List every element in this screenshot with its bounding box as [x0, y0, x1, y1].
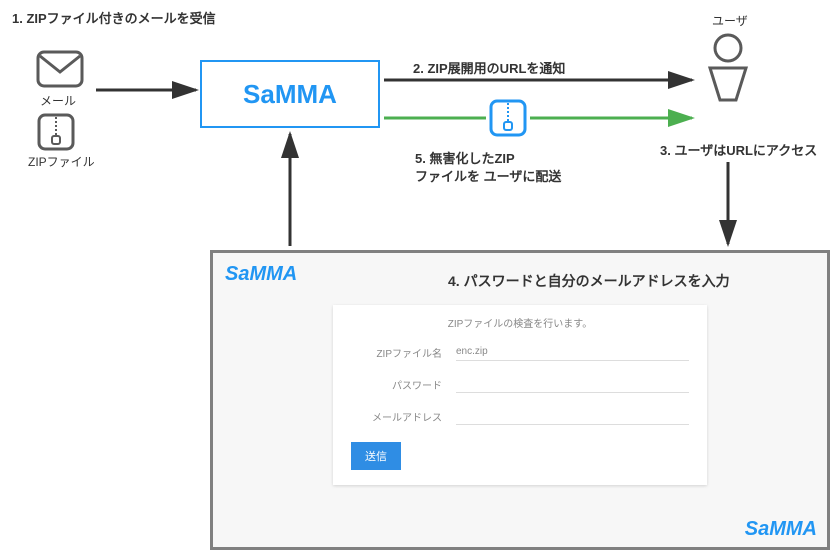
step-4-label: 4. パスワードと自分のメールアドレスを入力: [448, 271, 730, 291]
step-5-label-line1: 5. 無害化したZIP: [415, 148, 515, 167]
password-input[interactable]: [456, 375, 689, 393]
panel-brand-top-left: SaMMA: [225, 263, 297, 286]
submit-button[interactable]: 送信: [351, 442, 401, 470]
mail-icon: [36, 50, 84, 93]
form-label-filename: ZIPファイル名: [351, 345, 456, 360]
zip-file-icon-left: [36, 112, 76, 157]
zip-file-icon-mid: [488, 98, 528, 143]
panel-brand-bottom-right: SaMMA: [745, 518, 817, 541]
form-row-filename: ZIPファイル名 enc.zip: [333, 336, 707, 368]
form-row-password: パスワード: [333, 368, 707, 400]
form-row-email: メールアドレス: [333, 400, 707, 432]
samma-box: SaMMA: [200, 60, 380, 128]
email-input[interactable]: [456, 407, 689, 425]
samma-box-text: SaMMA: [243, 79, 337, 110]
mail-icon-label: メール: [40, 92, 76, 109]
screenshot-panel: SaMMA 4. パスワードと自分のメールアドレスを入力 ZIPファイルの検査を…: [210, 250, 830, 550]
diagram-stage: 1. ZIPファイル付きのメールを受信 2. ZIP展開用のURLを通知 3. …: [0, 0, 840, 560]
form-label-password: パスワード: [351, 377, 456, 392]
user-icon-label: ユーザ: [712, 12, 748, 29]
form-card: ZIPファイルの検査を行います。 ZIPファイル名 enc.zip パスワード …: [333, 305, 707, 485]
form-card-header: ZIPファイルの検査を行います。: [333, 305, 707, 336]
step-2-label: 2. ZIP展開用のURLを通知: [413, 58, 565, 77]
form-value-filename: enc.zip: [456, 343, 689, 361]
step-3-label: 3. ユーザはURLにアクセス: [660, 140, 817, 159]
form-label-email: メールアドレス: [351, 409, 456, 424]
step-1-label: 1. ZIPファイル付きのメールを受信: [12, 8, 216, 27]
step-5-label-line2: ファイルを ユーザに配送: [415, 166, 561, 185]
user-icon: [700, 32, 756, 109]
zip-icon-label-left: ZIPファイル: [28, 153, 95, 170]
